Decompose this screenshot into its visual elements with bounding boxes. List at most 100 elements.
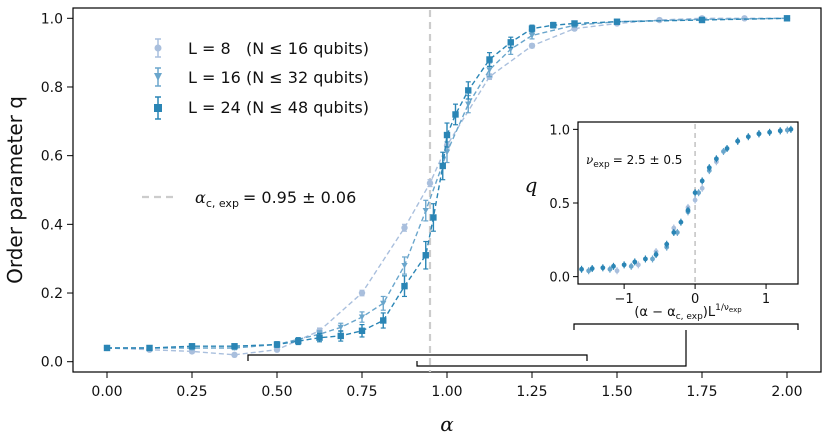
inset-nu-annotation: νexp = 2.5 ± 0.5 — [586, 153, 682, 170]
inset-data-point — [777, 128, 783, 134]
critical-alpha-annotation: αc, exp = 0.95 ± 0.06 — [142, 188, 356, 210]
main-data-point — [422, 208, 429, 214]
inset-nu-symbol: ν — [586, 153, 593, 167]
main-x-tick-label: 1.75 — [686, 384, 717, 400]
main-data-point — [528, 42, 536, 49]
main-data-point — [337, 332, 344, 340]
inset-data-point — [745, 134, 751, 140]
inset-data-point — [671, 225, 677, 231]
inset-data-point — [706, 165, 712, 171]
main-data-point — [698, 16, 706, 24]
legend-entry-l8: L = 8 (N ≤ 16 qubits) — [154, 38, 369, 58]
legend-label-l8-qubits: (N ≤ 16 qubits) — [246, 39, 369, 58]
main-x-tick-label: 1.25 — [516, 384, 547, 400]
main-data-point — [656, 16, 663, 24]
main-data-point — [465, 101, 472, 108]
inset-series-group — [579, 125, 794, 275]
bracket-lower-left — [247, 354, 588, 361]
inset-data-point — [589, 266, 595, 271]
main-data-point — [231, 343, 238, 350]
inset-x-tick-label: 0 — [691, 292, 699, 307]
inset-data-point — [699, 185, 705, 191]
inset-xlabel-sub: c, exp — [676, 312, 703, 322]
inset-x-ticks: −1 0 1 — [615, 284, 770, 307]
main-data-point — [231, 351, 238, 359]
legend-marker-l16 — [154, 73, 162, 81]
main-x-tick-label: 1.50 — [601, 384, 632, 400]
main-y-axis-label: Order parameter q — [3, 96, 27, 284]
inset-data-point — [653, 252, 659, 257]
main-data-point — [380, 300, 387, 307]
main-data-point — [358, 289, 366, 297]
inset-y-tick-label: 0.5 — [549, 197, 570, 212]
main-y-tick-label: 0.4 — [41, 217, 63, 233]
main-data-point — [426, 179, 434, 187]
main-series-line — [107, 17, 788, 349]
inset-xlabel-sup: 1/ν — [715, 303, 729, 313]
main-data-point — [316, 334, 323, 341]
inset-nu-value: = 2.5 ± 0.5 — [613, 153, 683, 167]
main-data-point — [295, 337, 302, 345]
bracket-inset-top — [573, 323, 799, 330]
legend: L = 8 (N ≤ 16 qubits) L = 16 (N ≤ 32 qub… — [154, 38, 369, 120]
inset-data-point — [685, 207, 691, 213]
main-data-point — [273, 346, 281, 353]
main-data-point — [571, 20, 578, 27]
legend-label-l8-size: L = 8 — [188, 39, 231, 58]
inset-data-point — [713, 156, 719, 162]
main-data-point — [550, 21, 557, 29]
main-series-3 — [103, 15, 791, 352]
inset-data-point — [611, 263, 616, 269]
inset-data-point — [724, 146, 730, 151]
main-data-point — [401, 224, 408, 231]
inset-data-point — [788, 126, 794, 132]
main-data-point — [465, 87, 472, 94]
inset-data-point — [664, 241, 670, 247]
inset-y-axis-label: q — [525, 173, 538, 197]
main-y-tick-label: 0.6 — [41, 149, 63, 165]
critical-alpha-value: = 0.95 ± 0.06 — [243, 188, 356, 207]
critical-alpha-label: αc, exp = 0.95 ± 0.06 — [195, 188, 356, 210]
main-data-point — [783, 15, 791, 22]
critical-alpha-subscript: c, exp — [206, 197, 239, 210]
inset-data-point — [628, 263, 634, 269]
inset-plot-background — [578, 122, 798, 284]
inset-data-point — [696, 190, 702, 196]
main-data-point — [439, 162, 446, 170]
main-data-point — [528, 25, 536, 32]
main-x-tick-label: 0.25 — [176, 384, 207, 400]
inset-data-point — [756, 131, 762, 137]
inset-data-point — [678, 219, 684, 225]
inset-data-point — [692, 190, 698, 196]
inset-data-point — [579, 266, 584, 272]
legend-label-l24-size: L = 24 — [188, 98, 241, 117]
collapse-brackets — [247, 323, 799, 367]
legend-marker-l24 — [154, 104, 162, 112]
inset-data-point — [671, 230, 677, 235]
main-data-point — [528, 32, 536, 39]
inset-nu-subscript: exp — [593, 160, 610, 170]
main-data-point — [188, 343, 196, 350]
main-y-tick-label: 0.0 — [41, 355, 63, 371]
main-x-axis-label: α — [440, 412, 454, 436]
main-y-tick-label: 0.8 — [41, 80, 63, 96]
inset-y-tick-label: 0.0 — [549, 271, 570, 286]
inset-x-axis-label: (α − αc, exp)L1/νexp — [634, 303, 742, 322]
main-data-point — [273, 341, 281, 348]
main-data-point — [401, 262, 408, 269]
main-x-tick-label: 2.00 — [771, 384, 802, 400]
inset-y-ticks: 0.0 0.5 1.0 — [549, 123, 578, 286]
inset-data-point — [721, 149, 726, 154]
main-data-point — [507, 39, 514, 46]
legend-label-l16-qubits: (N ≤ 32 qubits) — [246, 68, 369, 87]
main-x-tick-label: 1.00 — [431, 384, 462, 400]
legend-entry-l24: L = 24 (N ≤ 48 qubits) — [154, 96, 369, 120]
legend-marker-l8 — [154, 44, 162, 52]
main-data-point — [443, 131, 451, 139]
inset-data-point — [643, 256, 648, 262]
inset-data-point — [621, 262, 627, 268]
main-data-point — [613, 18, 621, 25]
main-data-point — [422, 252, 429, 259]
inset-data-point — [607, 266, 613, 272]
